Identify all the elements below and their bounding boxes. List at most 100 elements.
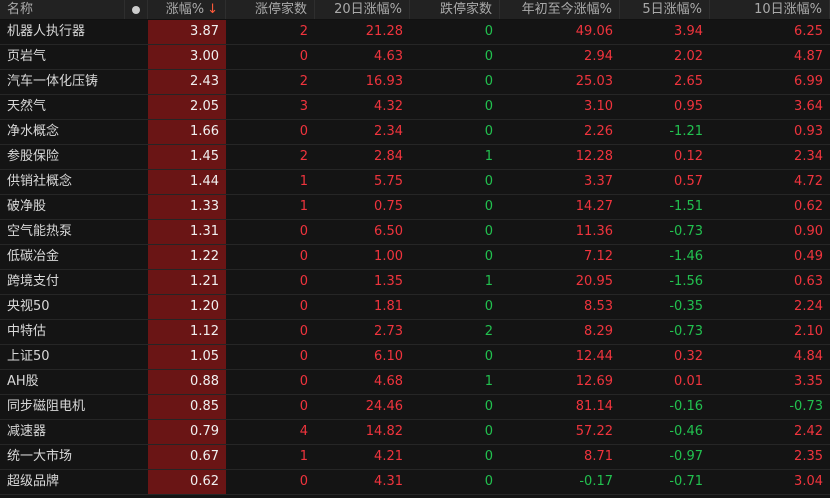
header-col-name[interactable]: 名称 xyxy=(0,0,125,19)
cell-col-limit-down-count: 0 xyxy=(484,424,493,439)
table-row[interactable]: 中特估 1.12 0 2.73 2 8.29 -0.73 2.10 xyxy=(0,320,830,345)
cell-col-name[interactable]: 央视50 xyxy=(7,299,50,314)
cell-col-5d-change: -1.46 xyxy=(669,249,703,264)
cell-col-name[interactable]: 汽车一体化压铸 xyxy=(7,74,99,89)
header-col-watch[interactable] xyxy=(125,0,148,19)
dot-icon xyxy=(132,5,140,14)
cell-col-name[interactable]: 统一大市场 xyxy=(7,449,73,464)
cell-col-name[interactable]: 机器人执行器 xyxy=(7,24,86,39)
cell-col-20d-change: 16.93 xyxy=(365,74,403,89)
table-row[interactable]: 跨境支付 1.21 0 1.35 1 20.95 -1.56 0.63 xyxy=(0,270,830,295)
cell-col-name[interactable]: 净水概念 xyxy=(7,124,60,139)
cell-col-limit-up-count: 4 xyxy=(299,424,308,439)
cell-col-10d-change: 3.35 xyxy=(794,374,823,389)
cell-col-name[interactable]: 空气能热泵 xyxy=(7,224,73,239)
table-row[interactable]: 天然气 2.05 3 4.32 0 3.10 0.95 3.64 xyxy=(0,95,830,120)
cell-col-ytd-change: 7.12 xyxy=(584,249,613,264)
table-row[interactable]: 空气能热泵 1.31 0 6.50 0 11.36 -0.73 0.90 xyxy=(0,220,830,245)
cell-col-ytd-change: 12.44 xyxy=(575,349,613,364)
cell-col-ytd-change: 14.27 xyxy=(575,199,613,214)
table-body: 机器人执行器 3.87 2 21.28 0 49.06 3.94 6.25 页岩气 3.00 0 4.… xyxy=(0,20,830,495)
cell-col-5d-change: -0.46 xyxy=(669,424,703,439)
cell-col-20d-change: 4.63 xyxy=(374,49,403,64)
cell-col-limit-down-count: 0 xyxy=(484,224,493,239)
table-row[interactable]: 参股保险 1.45 2 2.84 1 12.28 0.12 2.34 xyxy=(0,145,830,170)
cell-col-ytd-change: 8.71 xyxy=(584,449,613,464)
table-row[interactable]: 供销社概念 1.44 1 5.75 0 3.37 0.57 4.72 xyxy=(0,170,830,195)
cell-col-watch xyxy=(125,145,148,169)
cell-col-10d-change: 2.35 xyxy=(794,449,823,464)
cell-col-limit-down-count: 0 xyxy=(484,49,493,64)
cell-col-watch xyxy=(125,270,148,294)
cell-col-name[interactable]: 超级品牌 xyxy=(7,474,60,489)
cell-col-change-pct: 1.33 xyxy=(148,195,226,219)
cell-col-name[interactable]: 页岩气 xyxy=(7,49,47,64)
table-row[interactable]: AH股 0.88 0 4.68 1 12.69 0.01 3.35 xyxy=(0,370,830,395)
cell-col-20d-change: 21.28 xyxy=(365,24,403,39)
cell-col-limit-up-count: 2 xyxy=(299,149,308,164)
cell-col-limit-down-count: 0 xyxy=(484,474,493,489)
cell-col-20d-change: 24.46 xyxy=(365,399,403,414)
cell-col-5d-change: 0.12 xyxy=(674,149,703,164)
cell-col-20d-change: 4.32 xyxy=(374,99,403,114)
table-row[interactable]: 破净股 1.33 1 0.75 0 14.27 -1.51 0.62 xyxy=(0,195,830,220)
cell-col-ytd-change: 2.94 xyxy=(584,49,613,64)
cell-col-name[interactable]: 低碳冶金 xyxy=(7,249,60,264)
header-col-10d-change[interactable]: 10日涨幅% xyxy=(710,0,830,19)
cell-col-limit-down-count: 0 xyxy=(484,74,493,89)
cell-col-change-pct: 2.05 xyxy=(148,95,226,119)
cell-col-5d-change: 0.01 xyxy=(674,374,703,389)
cell-col-name[interactable]: 天然气 xyxy=(7,99,47,114)
cell-col-watch xyxy=(125,45,148,69)
header-col-ytd-change[interactable]: 年初至今涨幅% xyxy=(500,0,620,19)
table-row[interactable]: 机器人执行器 3.87 2 21.28 0 49.06 3.94 6.25 xyxy=(0,20,830,45)
cell-col-limit-up-count: 2 xyxy=(299,74,308,89)
cell-col-change-pct: 1.20 xyxy=(148,295,226,319)
cell-col-10d-change: 0.49 xyxy=(794,249,823,264)
table-row[interactable]: 超级品牌 0.62 0 4.31 0 -0.17 -0.71 3.04 xyxy=(0,470,830,495)
cell-col-change-pct: 1.22 xyxy=(148,245,226,269)
cell-col-ytd-change: 8.53 xyxy=(584,299,613,314)
table-row[interactable]: 上证50 1.05 0 6.10 0 12.44 0.32 4.84 xyxy=(0,345,830,370)
table-row[interactable]: 页岩气 3.00 0 4.63 0 2.94 2.02 4.87 xyxy=(0,45,830,70)
cell-col-name[interactable]: 供销社概念 xyxy=(7,174,73,189)
table-row[interactable]: 统一大市场 0.67 1 4.21 0 8.71 -0.97 2.35 xyxy=(0,445,830,470)
table-row[interactable]: 同步磁阻电机 0.85 0 24.46 0 81.14 -0.16 -0.73 xyxy=(0,395,830,420)
header-col-limit-down-count[interactable]: 跌停家数 xyxy=(410,0,500,19)
table-row[interactable]: 减速器 0.79 4 14.82 0 57.22 -0.46 2.42 xyxy=(0,420,830,445)
cell-col-ytd-change: 11.36 xyxy=(575,224,613,239)
cell-col-name[interactable]: 破净股 xyxy=(7,199,47,214)
cell-col-20d-change: 1.81 xyxy=(374,299,403,314)
cell-col-5d-change: 2.65 xyxy=(674,74,703,89)
cell-col-5d-change: 0.57 xyxy=(674,174,703,189)
header-col-change-pct[interactable]: 涨幅% ↓ xyxy=(148,0,226,19)
header-col-20d-change[interactable]: 20日涨幅% xyxy=(315,0,410,19)
cell-col-name[interactable]: 参股保险 xyxy=(7,149,60,164)
cell-col-limit-down-count: 0 xyxy=(484,174,493,189)
table-row[interactable]: 低碳冶金 1.22 0 1.00 0 7.12 -1.46 0.49 xyxy=(0,245,830,270)
cell-col-10d-change: 2.34 xyxy=(794,149,823,164)
header-label: 涨停家数 xyxy=(254,2,307,17)
cell-col-limit-down-count: 0 xyxy=(484,99,493,114)
cell-col-name[interactable]: 上证50 xyxy=(7,349,50,364)
cell-col-watch xyxy=(125,170,148,194)
table-row[interactable]: 净水概念 1.66 0 2.34 0 2.26 -1.21 0.93 xyxy=(0,120,830,145)
cell-col-name[interactable]: AH股 xyxy=(7,374,39,389)
cell-col-name[interactable]: 同步磁阻电机 xyxy=(7,399,86,414)
cell-col-20d-change: 2.34 xyxy=(374,124,403,139)
header-col-5d-change[interactable]: 5日涨幅% xyxy=(620,0,710,19)
cell-col-name[interactable]: 中特估 xyxy=(7,324,47,339)
cell-col-ytd-change: 12.69 xyxy=(575,374,613,389)
cell-col-ytd-change: 2.26 xyxy=(584,124,613,139)
table-row[interactable]: 汽车一体化压铸 2.43 2 16.93 0 25.03 2.65 6.99 xyxy=(0,70,830,95)
cell-col-5d-change: -1.21 xyxy=(669,124,703,139)
header-col-limit-up-count[interactable]: 涨停家数 xyxy=(226,0,315,19)
cell-col-change-pct: 1.12 xyxy=(148,320,226,344)
cell-col-name[interactable]: 跨境支付 xyxy=(7,274,60,289)
cell-col-name[interactable]: 减速器 xyxy=(7,424,47,439)
cell-col-10d-change: 0.93 xyxy=(794,124,823,139)
cell-col-20d-change: 14.82 xyxy=(365,424,403,439)
cell-col-5d-change: -0.73 xyxy=(669,224,703,239)
cell-col-20d-change: 4.31 xyxy=(374,474,403,489)
table-row[interactable]: 央视50 1.20 0 1.81 0 8.53 -0.35 2.24 xyxy=(0,295,830,320)
